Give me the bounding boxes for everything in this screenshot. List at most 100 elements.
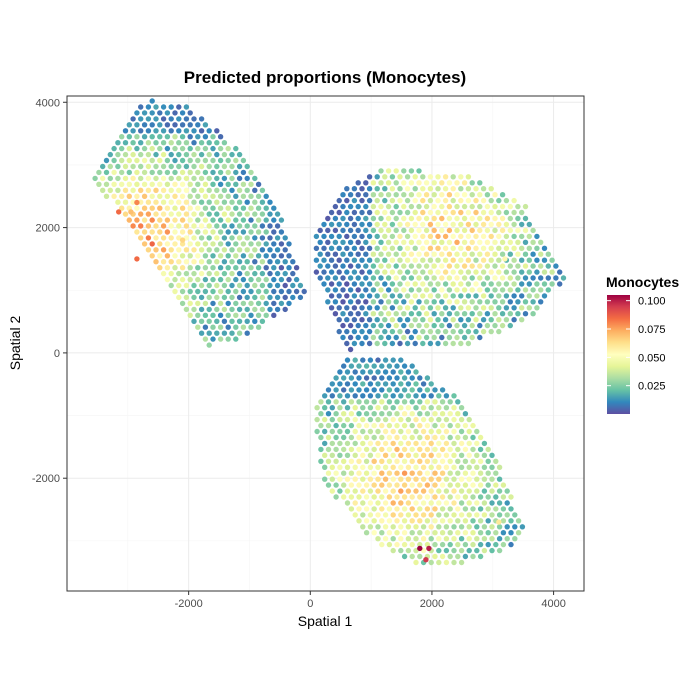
data-point bbox=[352, 416, 358, 423]
data-point bbox=[389, 186, 396, 192]
data-point bbox=[240, 312, 247, 318]
data-point bbox=[229, 223, 235, 229]
data-point bbox=[504, 512, 510, 518]
data-point bbox=[458, 328, 464, 335]
data-point bbox=[488, 197, 494, 204]
data-point bbox=[386, 422, 393, 429]
data-point bbox=[427, 293, 434, 299]
data-point bbox=[374, 257, 380, 263]
data-point bbox=[545, 287, 551, 293]
data-point bbox=[240, 253, 247, 259]
data-point bbox=[534, 233, 540, 240]
data-point bbox=[119, 181, 125, 187]
data-point bbox=[435, 245, 441, 251]
data-point bbox=[386, 434, 393, 441]
data-point bbox=[417, 541, 423, 548]
data-point bbox=[157, 217, 163, 223]
data-point bbox=[336, 233, 342, 240]
data-point bbox=[462, 541, 469, 548]
data-point bbox=[370, 203, 377, 210]
data-point bbox=[214, 187, 220, 193]
data-point bbox=[503, 305, 510, 311]
data-point bbox=[172, 181, 178, 187]
data-point bbox=[439, 263, 445, 269]
data-point bbox=[210, 300, 216, 307]
data-point bbox=[379, 530, 385, 536]
data-point bbox=[435, 197, 441, 204]
data-point bbox=[420, 281, 426, 287]
data-point bbox=[352, 464, 358, 470]
data-point bbox=[538, 251, 544, 257]
data-point bbox=[371, 363, 377, 369]
data-point bbox=[405, 488, 412, 494]
data-point bbox=[255, 253, 262, 259]
data-point bbox=[519, 221, 525, 228]
data-point bbox=[206, 199, 212, 205]
data-point bbox=[378, 334, 384, 341]
data-point bbox=[397, 281, 403, 287]
data-point bbox=[385, 227, 392, 234]
data-point bbox=[442, 269, 449, 275]
data-point bbox=[340, 322, 346, 329]
data-point bbox=[401, 363, 408, 369]
data-point bbox=[389, 174, 396, 180]
data-point bbox=[115, 199, 121, 205]
data-point bbox=[462, 458, 469, 464]
data-point bbox=[244, 282, 250, 289]
data-point bbox=[454, 287, 460, 293]
data-point bbox=[233, 193, 239, 199]
data-point bbox=[499, 275, 506, 281]
data-point bbox=[313, 245, 320, 251]
data-point bbox=[206, 342, 212, 348]
data-point bbox=[344, 293, 350, 299]
data-point bbox=[405, 405, 412, 411]
data-point bbox=[428, 416, 434, 423]
data-point bbox=[398, 524, 404, 530]
data-point bbox=[164, 265, 171, 271]
data-point bbox=[443, 452, 450, 458]
data-point bbox=[405, 440, 412, 447]
data-point bbox=[370, 227, 377, 234]
data-point bbox=[493, 494, 499, 500]
data-point bbox=[206, 259, 212, 265]
data-point bbox=[367, 405, 374, 411]
data-point bbox=[480, 221, 487, 228]
data-point bbox=[413, 428, 419, 435]
data-point bbox=[530, 251, 536, 257]
data-point bbox=[248, 181, 254, 187]
data-point bbox=[413, 405, 419, 411]
data-point bbox=[359, 233, 365, 240]
data-point bbox=[420, 476, 427, 482]
data-point bbox=[328, 245, 335, 251]
data-point bbox=[347, 227, 354, 234]
data-point bbox=[485, 541, 491, 548]
data-point bbox=[492, 263, 498, 269]
data-point bbox=[470, 530, 476, 536]
data-point bbox=[374, 340, 380, 347]
data-point bbox=[500, 482, 507, 488]
data-point bbox=[130, 116, 136, 122]
data-point bbox=[458, 464, 465, 470]
data-point bbox=[451, 547, 457, 554]
data-point bbox=[382, 536, 389, 542]
data-point bbox=[409, 399, 415, 405]
data-point bbox=[375, 512, 381, 518]
data-point bbox=[107, 187, 114, 193]
data-point bbox=[355, 239, 361, 245]
data-point bbox=[427, 340, 434, 347]
data-point bbox=[206, 294, 212, 301]
data-point bbox=[217, 312, 224, 318]
data-point bbox=[336, 269, 342, 275]
data-point bbox=[477, 311, 483, 317]
data-point bbox=[252, 235, 258, 241]
data-point bbox=[423, 275, 430, 281]
data-point bbox=[271, 265, 277, 271]
data-point bbox=[462, 494, 469, 500]
data-point bbox=[401, 541, 408, 548]
data-point bbox=[447, 458, 453, 464]
data-point bbox=[507, 299, 513, 305]
data-point bbox=[423, 299, 430, 305]
data-point bbox=[214, 151, 220, 158]
data-point bbox=[427, 174, 434, 180]
